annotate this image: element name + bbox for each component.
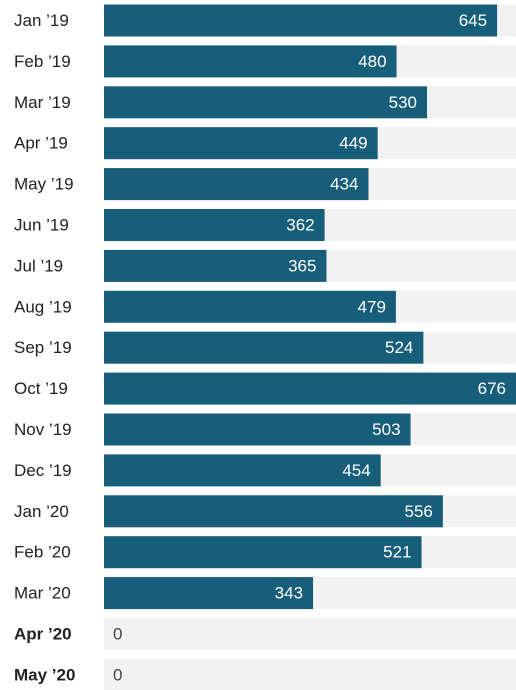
bar (104, 495, 443, 528)
value-label: 362 (286, 215, 314, 234)
bar (104, 209, 325, 241)
value-label: 676 (478, 379, 506, 398)
bar (104, 454, 381, 487)
category-label: Nov ’19 (14, 420, 72, 439)
value-label: 530 (389, 93, 417, 112)
bar (104, 168, 369, 201)
bar (104, 413, 411, 446)
bar (104, 249, 327, 282)
category-label: Jun ’19 (14, 215, 69, 234)
category-label: May ’19 (14, 175, 74, 194)
category-label: Sep ’19 (14, 338, 72, 357)
value-label: 343 (275, 584, 303, 603)
category-label: Dec ’19 (14, 461, 72, 480)
value-label: 449 (339, 134, 367, 153)
bar-track (104, 658, 516, 690)
category-label: Jan ’20 (14, 502, 69, 521)
category-label: Jul ’19 (14, 256, 63, 275)
bar (104, 290, 396, 323)
bar (104, 4, 498, 37)
value-label: 0 (113, 624, 122, 643)
value-label: 645 (459, 11, 487, 30)
bar (104, 536, 422, 569)
bar (104, 331, 424, 364)
category-label: Aug ’19 (14, 297, 72, 316)
value-label: 434 (330, 175, 358, 194)
bar (104, 577, 314, 610)
bar (104, 45, 397, 78)
value-label: 556 (404, 502, 432, 521)
category-label: Mar ’20 (14, 584, 71, 603)
category-label: Apr ’20 (14, 624, 72, 643)
value-label: 479 (358, 297, 386, 316)
bar (104, 86, 428, 119)
category-label: Oct ’19 (14, 379, 68, 398)
value-label: 503 (372, 420, 400, 439)
category-label: Jan ’19 (14, 11, 69, 30)
value-label: 365 (288, 256, 316, 275)
category-label: Apr ’19 (14, 134, 68, 153)
value-label: 480 (358, 52, 386, 71)
category-label: Feb ’20 (14, 543, 71, 562)
category-label: Feb ’19 (14, 52, 71, 71)
category-label: Mar ’19 (14, 93, 71, 112)
category-label: May ’20 (14, 665, 75, 684)
value-label: 0 (113, 665, 122, 684)
bar-track (104, 618, 516, 650)
value-label: 521 (383, 543, 411, 562)
bar (104, 127, 378, 160)
bar (104, 372, 516, 405)
value-label: 454 (342, 461, 370, 480)
value-label: 524 (385, 338, 413, 357)
